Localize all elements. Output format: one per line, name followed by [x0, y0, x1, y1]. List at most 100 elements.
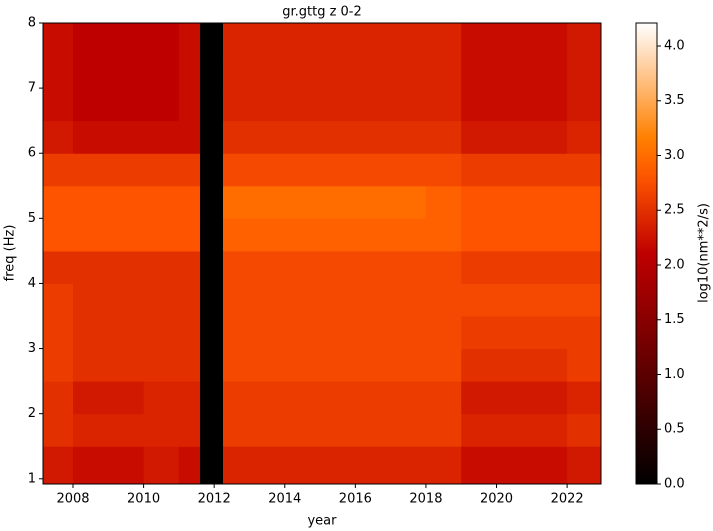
heatmap-cell [567, 185, 602, 219]
heatmap-cell [496, 446, 533, 485]
x-tick-label: 2018 [409, 492, 442, 507]
y-axis-label: freq (Hz) [3, 225, 18, 282]
heatmap-cell [567, 88, 602, 122]
y-tick-label: 7 [28, 81, 36, 96]
heatmap-cell [461, 381, 498, 415]
heatmap-cell [496, 153, 533, 187]
heatmap-cell [284, 120, 321, 154]
colorbar-tick-label: 1.0 [664, 367, 685, 382]
heatmap-cell [108, 316, 145, 350]
heatmap-cell [390, 120, 427, 154]
heatmap-cell [284, 88, 321, 122]
heatmap-cell [43, 316, 74, 350]
x-tick-label: 2014 [268, 492, 301, 507]
heatmap-cell [178, 348, 201, 382]
heatmap-cell [390, 185, 427, 219]
heatmap-cell [108, 446, 145, 485]
missing-cell [200, 120, 224, 154]
heatmap-cell [390, 55, 427, 89]
heatmap-cell [531, 283, 568, 317]
heatmap-cell [223, 55, 250, 89]
heatmap-cell [249, 55, 286, 89]
colorbar-label: log10(nm**2/s) [697, 203, 712, 303]
heatmap-cell [390, 88, 427, 122]
heatmap-cell [567, 348, 602, 382]
heatmap-cell [496, 185, 533, 219]
heatmap-cell [178, 88, 201, 122]
x-tick-label: 2016 [339, 492, 372, 507]
heatmap-cell [284, 283, 321, 317]
plot-frame [42, 22, 602, 485]
missing-cell [200, 218, 224, 252]
heatmap-cell [531, 23, 568, 57]
heatmap-cell [355, 153, 392, 187]
heatmap-cell [320, 316, 356, 350]
x-axis-label: year [307, 514, 337, 529]
heatmap-cell [223, 23, 250, 57]
heatmap-cell [223, 250, 250, 284]
missing-cell [200, 185, 224, 219]
heatmap-cell [73, 348, 109, 382]
heatmap-cell [425, 283, 462, 317]
heatmap-cell [531, 381, 568, 415]
missing-cell [200, 413, 224, 447]
heatmap-cell [425, 381, 462, 415]
heatmap-cell [249, 185, 286, 219]
missing-cell [200, 23, 224, 57]
heatmap-cell [390, 348, 427, 382]
heatmap-cell [425, 348, 462, 382]
heatmap-cell [567, 23, 602, 57]
heatmap-cell [355, 446, 392, 485]
heatmap-cell [73, 446, 109, 485]
heatmap-cell [178, 283, 201, 317]
heatmap-cell [143, 55, 180, 89]
heatmap-cell [249, 218, 286, 252]
heatmap-cell [43, 88, 74, 122]
heatmap-cell [531, 88, 568, 122]
heatmap-cell [108, 153, 145, 187]
heatmap-cell [461, 446, 498, 485]
heatmap-cell [73, 88, 109, 122]
heatmap-cell [461, 120, 498, 154]
heatmap-cell [223, 283, 250, 317]
heatmap-cell [320, 218, 356, 252]
heatmap-cell [390, 316, 427, 350]
heatmap-cell [73, 120, 109, 154]
missing-cell [200, 283, 224, 317]
heatmap-cell [178, 381, 201, 415]
heatmap-cell [355, 120, 392, 154]
heatmap-cell [178, 55, 201, 89]
heatmap-cell [425, 23, 462, 57]
heatmap-cell [143, 218, 180, 252]
heatmap-cell [249, 120, 286, 154]
heatmap-cell [567, 381, 602, 415]
heatmap-cell [249, 153, 286, 187]
heatmap-cell [531, 316, 568, 350]
heatmap-cell [320, 185, 356, 219]
colorbar-tick-label: 0.5 [664, 422, 685, 437]
y-tick-label: 6 [28, 146, 36, 161]
heatmap-cell [461, 250, 498, 284]
heatmap-cell [108, 218, 145, 252]
heatmap-cell [108, 348, 145, 382]
heatmap-cell [284, 413, 321, 447]
heatmap-cell [390, 283, 427, 317]
heatmap-cell [531, 413, 568, 447]
heatmap-cell [531, 120, 568, 154]
heatmap-cell [178, 23, 201, 57]
heatmap-cell [320, 446, 356, 485]
heatmap-cell [461, 413, 498, 447]
y-tick-label: 2 [28, 406, 36, 421]
heatmap-cell [178, 316, 201, 350]
colorbar [635, 22, 658, 485]
heatmap-cell [461, 55, 498, 89]
heatmap-cell [461, 88, 498, 122]
heatmap-cell [178, 446, 201, 485]
heatmap-cell [249, 283, 286, 317]
heatmap-cell [43, 153, 74, 187]
heatmap-cell [461, 348, 498, 382]
heatmap-cell [108, 120, 145, 154]
missing-cell [200, 381, 224, 415]
heatmap-cell [320, 88, 356, 122]
